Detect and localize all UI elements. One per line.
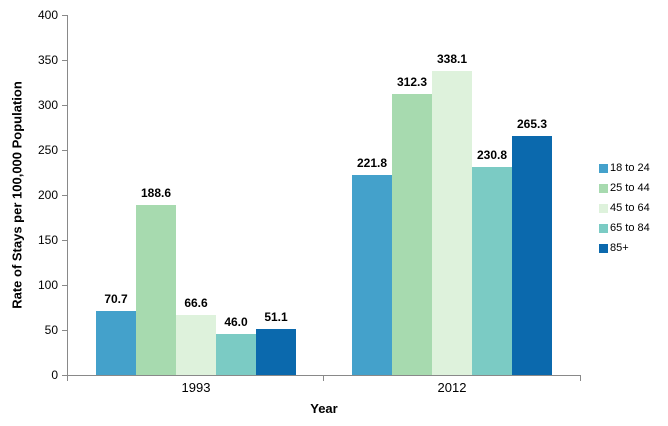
legend-label: 25 to 44 xyxy=(610,182,650,194)
y-tick-mark xyxy=(62,330,67,331)
bar-value-label: 66.6 xyxy=(184,296,208,311)
legend-item: 45 to 64 xyxy=(599,203,650,214)
x-tick-mark xyxy=(323,375,324,381)
x-category-label: 1993 xyxy=(181,380,211,395)
bar-85+ xyxy=(256,329,296,375)
y-tick-label: 0 xyxy=(51,368,58,382)
bar-18-to-24 xyxy=(352,175,392,375)
legend-item: 85+ xyxy=(599,243,650,254)
bar-value-label: 338.1 xyxy=(436,51,468,66)
y-axis-title: Rate of Stays per 100,000 Population xyxy=(9,81,25,309)
x-tick-mark xyxy=(67,375,68,381)
legend-item: 65 to 84 xyxy=(599,223,650,234)
x-axis-title: Year xyxy=(310,401,338,416)
legend-label: 65 to 84 xyxy=(610,222,650,234)
bar-value-label: 188.6 xyxy=(140,186,172,201)
y-axis-line xyxy=(67,15,68,375)
bar-value-label: 265.3 xyxy=(516,117,548,132)
legend-marker-icon xyxy=(599,244,608,253)
bar-value-label: 221.8 xyxy=(356,156,388,171)
x-axis-line xyxy=(67,375,581,376)
y-tick-mark xyxy=(62,150,67,151)
legend-marker-icon xyxy=(599,224,608,233)
y-tick-mark xyxy=(62,60,67,61)
legend-marker-icon xyxy=(599,184,608,193)
y-tick-label: 50 xyxy=(44,323,58,337)
x-category-label: 2012 xyxy=(437,380,467,395)
bar-45-to-64 xyxy=(432,70,472,375)
x-tick-mark xyxy=(580,375,581,381)
y-tick-mark xyxy=(62,105,67,106)
bar-value-label: 312.3 xyxy=(396,74,428,89)
bar-25-to-44 xyxy=(392,93,432,375)
legend-marker-icon xyxy=(599,204,608,213)
y-tick-mark xyxy=(62,15,67,16)
y-tick-label: 150 xyxy=(37,233,58,247)
legend-item: 18 to 24 xyxy=(599,163,650,174)
bar-45-to-64 xyxy=(176,315,216,375)
bar-18-to-24 xyxy=(96,311,136,375)
legend: 18 to 24 25 to 44 45 to 64 65 to 84 85+ xyxy=(599,163,650,254)
bar-65-to-84 xyxy=(216,333,256,375)
legend-label: 85+ xyxy=(610,242,629,254)
bar-value-label: 46.0 xyxy=(224,314,248,329)
bar-25-to-44 xyxy=(136,205,176,375)
y-tick-mark xyxy=(62,375,67,376)
y-tick-label: 300 xyxy=(37,98,58,112)
y-tick-mark xyxy=(62,240,67,241)
y-tick-label: 100 xyxy=(37,278,58,292)
legend-item: 25 to 44 xyxy=(599,183,650,194)
bar-value-label: 230.8 xyxy=(476,148,508,163)
y-tick-mark xyxy=(62,195,67,196)
legend-marker-icon xyxy=(599,164,608,173)
y-tick-mark xyxy=(62,285,67,286)
y-tick-label: 350 xyxy=(37,53,58,67)
bar-value-label: 70.7 xyxy=(104,292,128,307)
bar-value-label: 51.1 xyxy=(264,310,288,324)
y-tick-label: 200 xyxy=(37,188,58,202)
y-tick-label: 250 xyxy=(37,143,58,157)
bar-85+ xyxy=(512,136,552,375)
y-tick-label: 400 xyxy=(37,8,58,22)
legend-label: 18 to 24 xyxy=(610,162,650,174)
legend-label: 45 to 64 xyxy=(610,202,650,214)
bar-65-to-84 xyxy=(472,167,512,375)
